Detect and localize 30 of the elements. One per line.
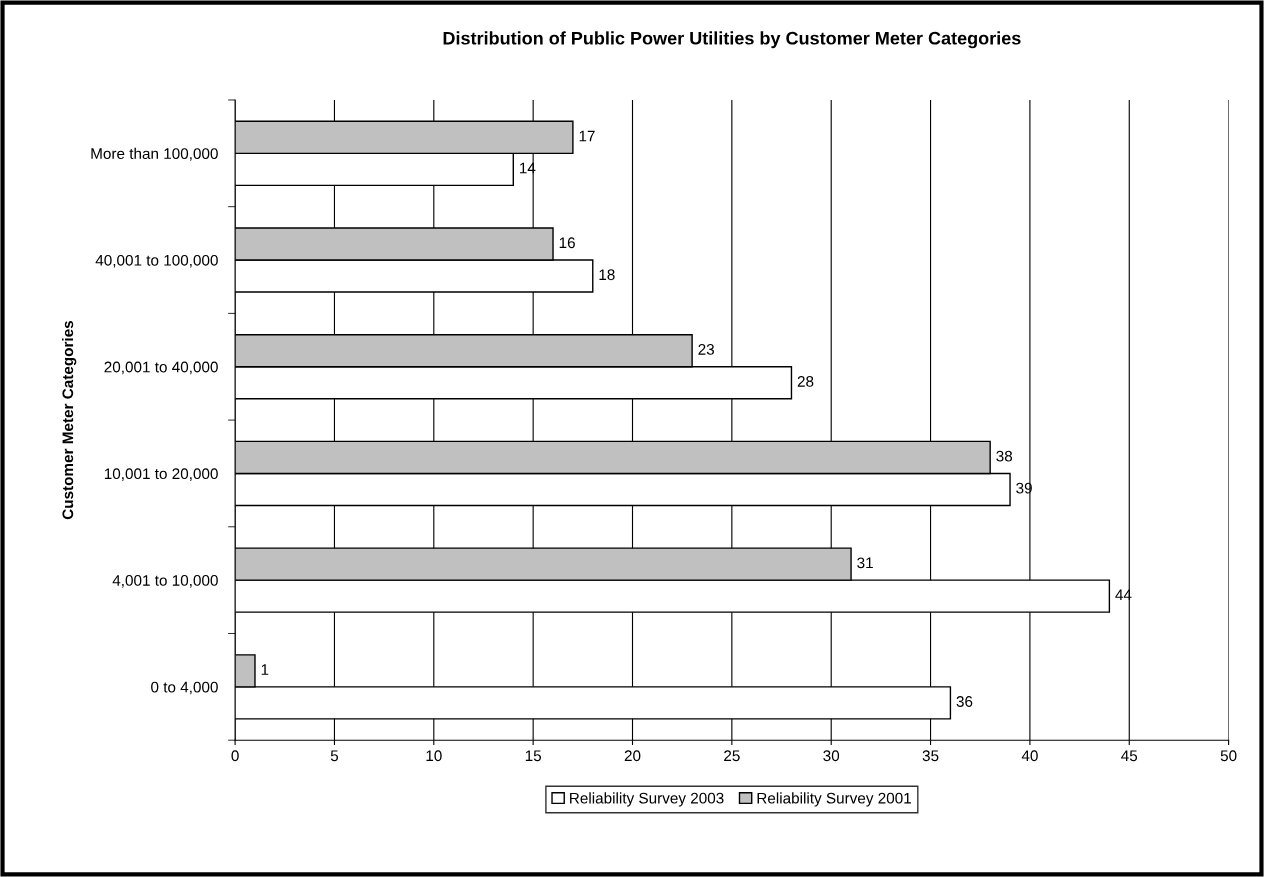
data-label: 17 bbox=[579, 130, 595, 142]
data-label: 23 bbox=[698, 344, 714, 355]
legend-label: Reliability Survey 2001 bbox=[757, 792, 911, 807]
x-tick-label: 0 bbox=[231, 750, 239, 762]
x-tick-label: 25 bbox=[724, 750, 740, 762]
chart-title: Distribution of Public Power Utilities by Customer Meter Categories bbox=[443, 31, 1021, 49]
y-axis-title: Customer Meter Categories bbox=[61, 320, 77, 520]
y-tick-label: 10,001 to 20,000 bbox=[104, 468, 218, 481]
x-tick-label: 20 bbox=[624, 750, 641, 762]
x-tick-label: 10 bbox=[426, 750, 442, 762]
data-label: 1 bbox=[261, 664, 269, 675]
x-tick-label: 30 bbox=[823, 750, 840, 762]
x-tick-label: 50 bbox=[1220, 750, 1237, 762]
x-tick-label: 40 bbox=[1021, 750, 1038, 762]
data-label: 16 bbox=[559, 237, 575, 249]
data-label: 31 bbox=[857, 557, 873, 569]
x-tick-label: 5 bbox=[330, 750, 339, 762]
y-tick-label: 40,001 to 100,000 bbox=[95, 254, 218, 268]
y-tick-label: 0 to 4,000 bbox=[151, 681, 218, 695]
y-tick-label: 20,001 to 40,000 bbox=[104, 361, 218, 375]
x-tick-label: 15 bbox=[525, 750, 542, 762]
legend-label: Reliability Survey 2003 bbox=[570, 792, 724, 807]
x-tick-label: 35 bbox=[922, 750, 939, 762]
data-label: 36 bbox=[956, 696, 973, 707]
data-label: 38 bbox=[996, 450, 1013, 462]
y-tick-label: More than 100,000 bbox=[91, 147, 218, 161]
y-tick-label: 4,001 to 10,000 bbox=[112, 575, 218, 588]
data-label: 28 bbox=[797, 376, 814, 387]
x-tick-label: 45 bbox=[1121, 750, 1138, 762]
data-label: 18 bbox=[599, 269, 615, 281]
